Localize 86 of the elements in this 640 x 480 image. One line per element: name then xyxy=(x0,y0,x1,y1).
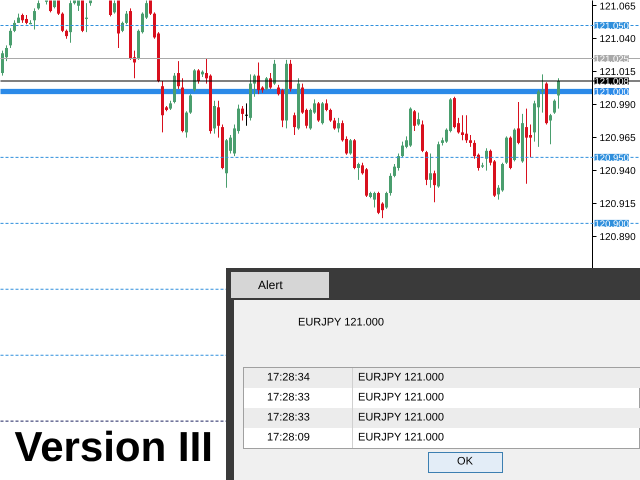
candlestick xyxy=(541,74,544,114)
ref-line-label: 120.900 xyxy=(594,218,629,230)
candlestick xyxy=(197,68,200,84)
annotation: 17:28:33 xyxy=(267,411,310,425)
candlestick xyxy=(329,108,332,122)
candlestick xyxy=(317,102,320,122)
annotation: 17:28:09 xyxy=(267,431,310,445)
candlestick xyxy=(469,134,472,148)
candlestick xyxy=(21,13,24,24)
candlestick xyxy=(385,191,388,210)
candlestick xyxy=(65,29,68,40)
annotation: OK xyxy=(457,455,473,469)
annotation: Alert xyxy=(258,278,283,292)
candlestick xyxy=(293,112,296,136)
annotation: EURJPY 121.000 xyxy=(298,316,384,330)
candlestick xyxy=(244,102,248,126)
candlestick xyxy=(169,100,172,110)
candlestick xyxy=(429,152,432,188)
candlestick xyxy=(465,114,468,144)
candlestick xyxy=(529,124,532,158)
candlestick xyxy=(177,60,180,90)
candlestick xyxy=(49,0,52,13)
candlestick xyxy=(413,109,416,132)
candlestick xyxy=(189,94,192,114)
candlestick xyxy=(33,8,36,30)
candlestick xyxy=(193,68,196,92)
candlestick xyxy=(325,98,328,112)
candlestick xyxy=(185,110,188,138)
y-tick-label: 121.015 xyxy=(600,67,636,78)
candlestick xyxy=(321,102,324,125)
annotation: 17:28:34 xyxy=(267,371,310,385)
annotation: 17:28:33 xyxy=(267,391,310,405)
candlestick xyxy=(241,105,244,121)
candlestick xyxy=(257,62,260,95)
candlestick xyxy=(389,172,392,196)
candlestick xyxy=(61,12,64,33)
band-label: 121.000 xyxy=(594,86,629,98)
ref-line-label: 121.008 xyxy=(594,76,629,88)
candlestick xyxy=(217,100,220,138)
candlestick xyxy=(433,170,436,203)
annotation: Version III xyxy=(14,423,213,470)
candlestick xyxy=(37,0,40,10)
annotation: EURJPY 121.000 xyxy=(358,411,444,425)
candlestick xyxy=(377,191,380,215)
candlestick xyxy=(125,10,128,25)
candlestick xyxy=(85,2,88,33)
candlestick xyxy=(537,90,540,148)
y-tick-label: 120.890 xyxy=(600,232,636,244)
candlestick xyxy=(213,100,216,134)
candlestick xyxy=(553,98,556,114)
candlestick xyxy=(17,13,20,24)
candlestick xyxy=(349,138,352,156)
annotation: EURJPY 121.000 xyxy=(358,431,444,445)
candlestick xyxy=(109,0,112,17)
candlestick xyxy=(417,112,420,126)
y-tick-label: 120.965 xyxy=(600,133,636,144)
candlestick xyxy=(9,28,12,48)
candlestick xyxy=(149,0,152,16)
y-tick-label: 120.940 xyxy=(600,166,636,178)
candlestick xyxy=(517,102,520,145)
annotation: EURJPY 121.000 xyxy=(358,371,444,385)
candlestick xyxy=(57,0,60,16)
candlestick xyxy=(373,191,376,208)
candlestick xyxy=(525,108,528,184)
candlestick xyxy=(265,76,268,91)
candlestick xyxy=(13,20,16,33)
y-tick-label: 121.065 xyxy=(600,1,636,12)
annotation: EURJPY 121.000 xyxy=(358,391,444,405)
candlestick xyxy=(113,0,116,14)
candlestick xyxy=(549,113,552,145)
candlestick xyxy=(1,50,4,76)
candlestick xyxy=(401,141,404,158)
y-tick-label: 121.040 xyxy=(600,34,636,46)
ref-line-label: 121.025 xyxy=(594,54,629,66)
y-tick-label: 120.990 xyxy=(600,100,636,112)
candlestick xyxy=(25,14,28,25)
candlestick xyxy=(77,0,80,12)
candlestick xyxy=(333,117,336,130)
candlestick xyxy=(557,78,560,110)
candlestick xyxy=(337,117,340,133)
y-tick-label: 120.915 xyxy=(600,199,636,210)
ref-line-label: 121.050 xyxy=(594,21,629,32)
candlestick xyxy=(273,59,276,86)
ref-line-label: 120.950 xyxy=(594,152,629,164)
candlestick xyxy=(357,162,360,180)
candlestick xyxy=(461,114,464,141)
